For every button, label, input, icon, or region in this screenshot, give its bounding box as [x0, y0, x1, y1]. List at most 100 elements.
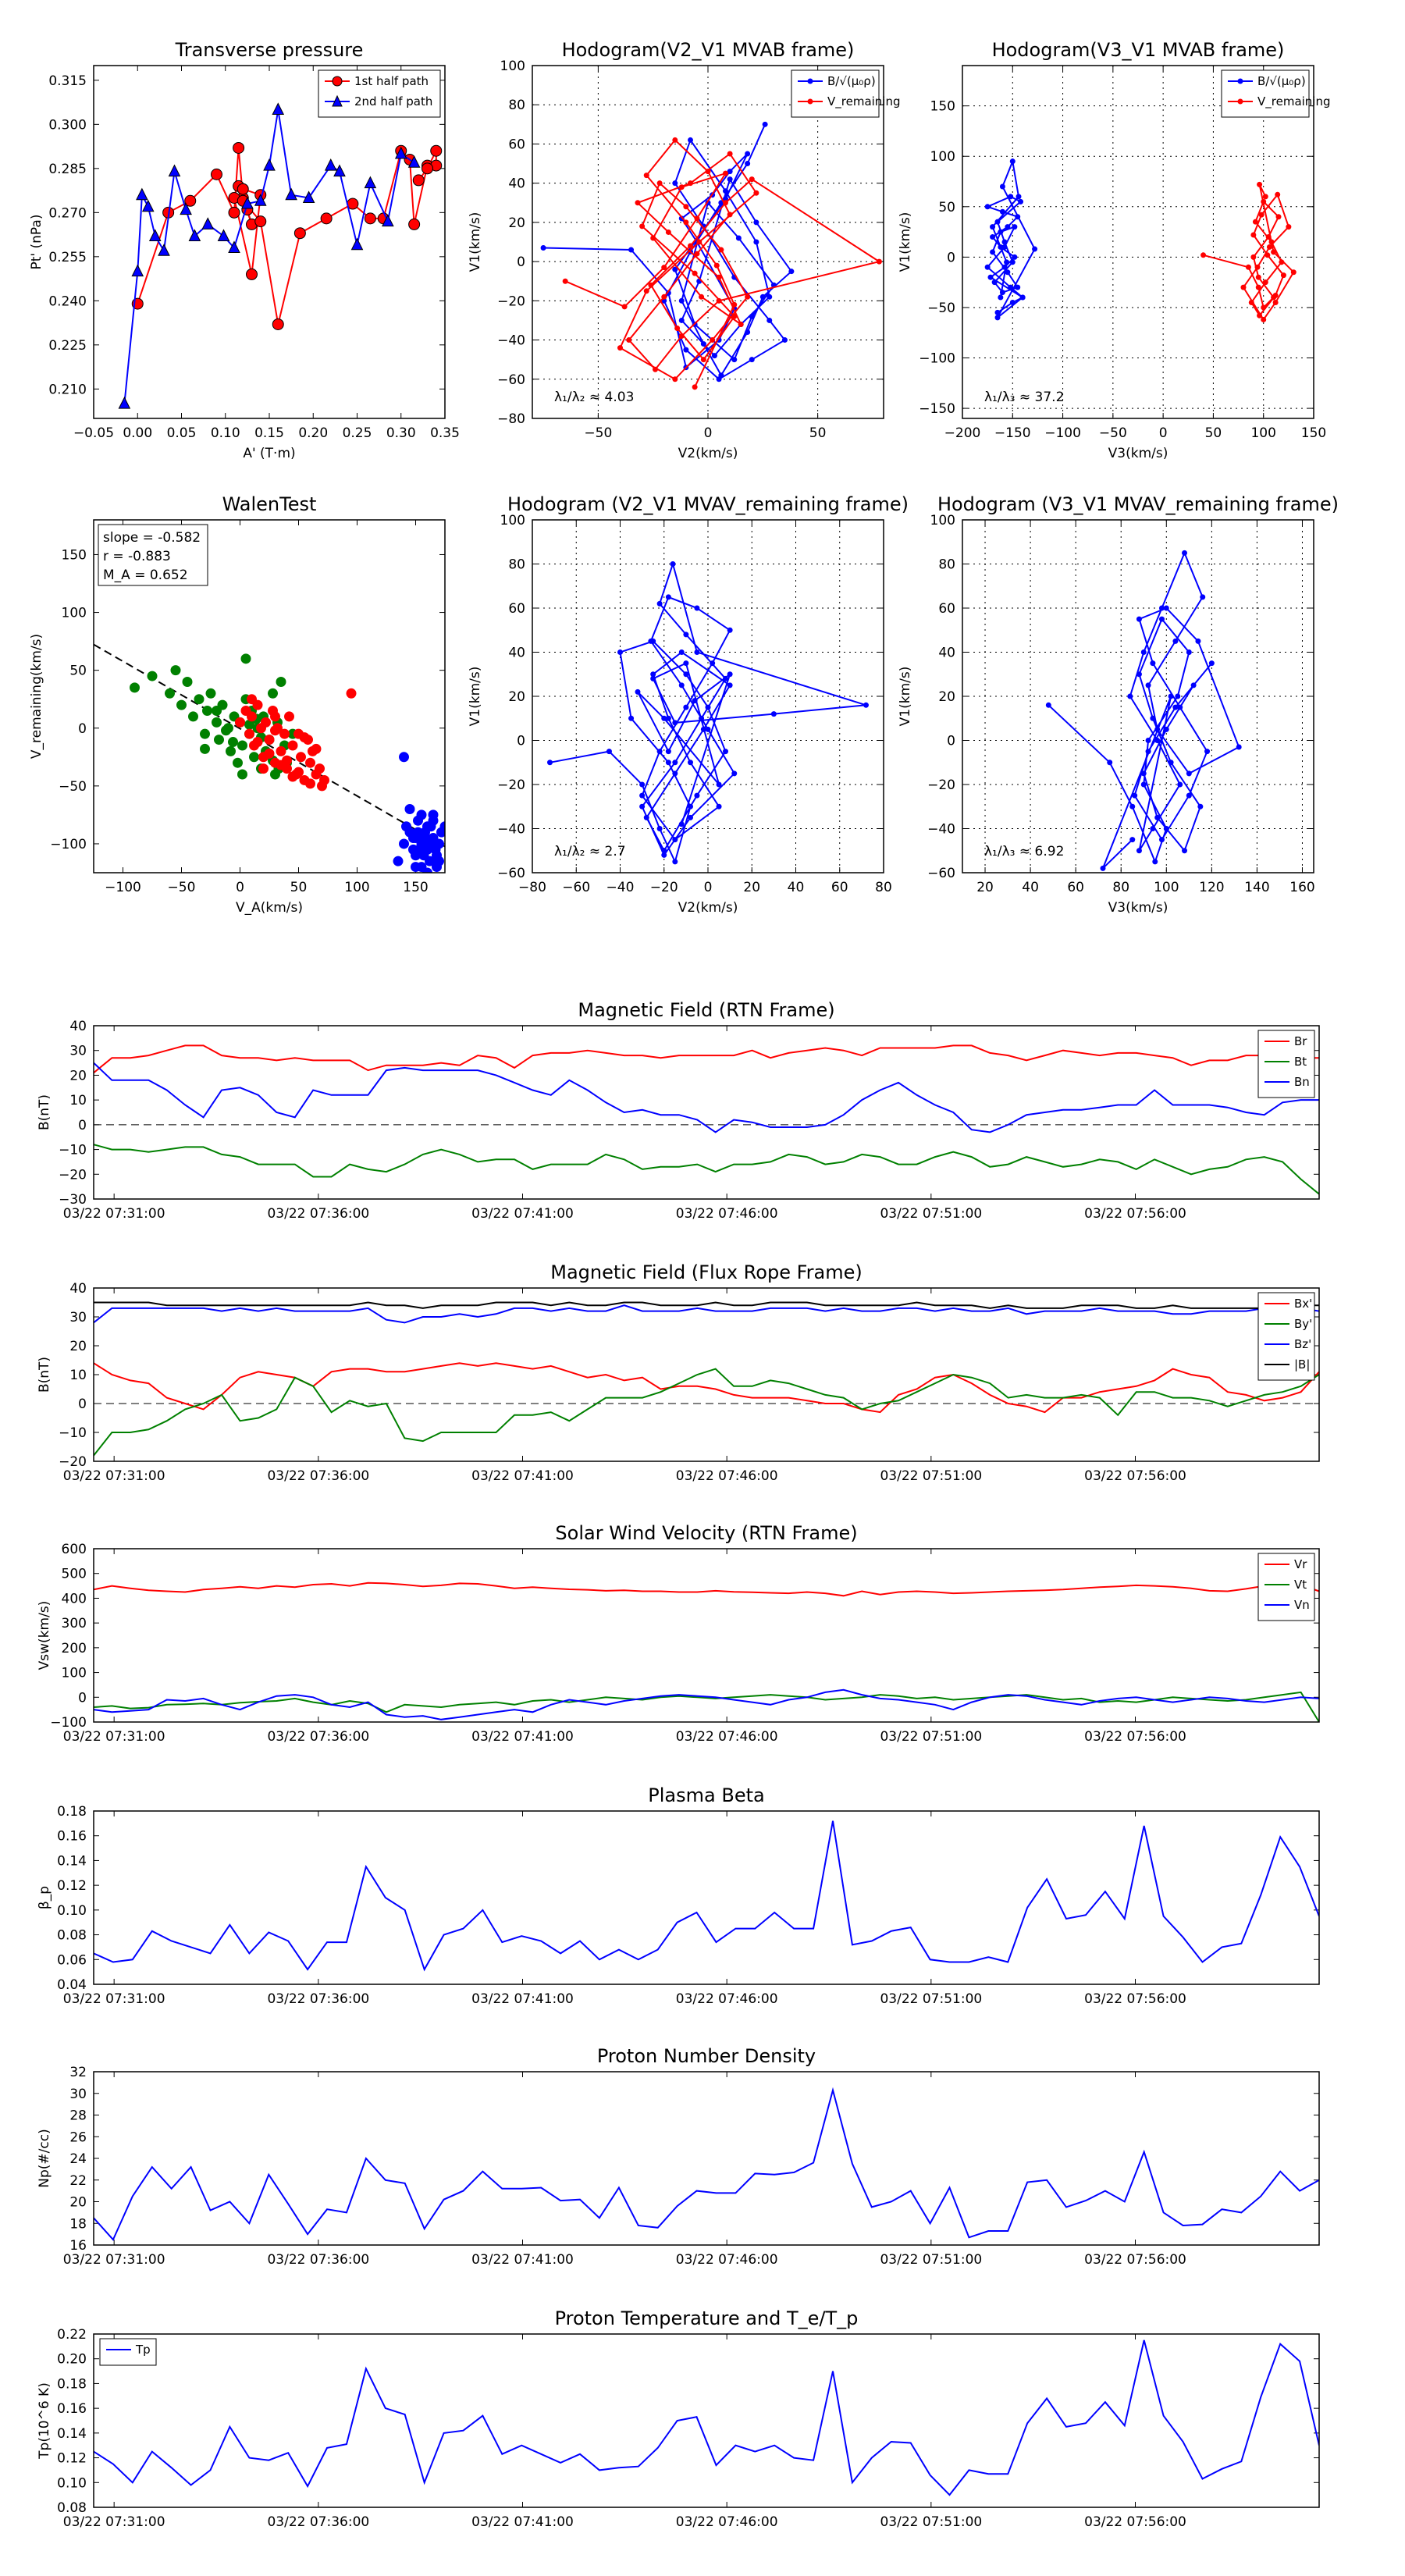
data-point	[643, 814, 649, 820]
data-point	[404, 803, 415, 814]
data-point	[285, 187, 297, 201]
data-point	[165, 688, 175, 699]
y-tick-label: 0.08	[57, 1928, 87, 1944]
series-line-2	[94, 1062, 1319, 1133]
data-point	[694, 649, 700, 655]
series-line-0	[137, 148, 437, 325]
y-tick-label: 10	[69, 1093, 87, 1108]
x-tick-label: 03/22 07:41:00	[471, 1729, 574, 1745]
y-tick-label: 0	[517, 254, 525, 270]
series-line-1	[564, 138, 881, 388]
data-point	[211, 168, 222, 180]
stats-line: M_A = 0.652	[103, 568, 188, 583]
y-tick-label: 0.10	[57, 1903, 87, 1919]
data-point	[683, 704, 689, 710]
x-tick-label: 120	[1199, 880, 1224, 895]
data-point	[393, 856, 404, 866]
data-point	[1015, 284, 1021, 290]
y-tick-label: 26	[69, 2129, 87, 2145]
x-tick-label: 03/22 07:41:00	[471, 1991, 574, 2007]
x-axis-label: V_A(km/s)	[236, 900, 303, 916]
data-point	[987, 274, 994, 280]
y-axis-label: Np(#/cc)	[37, 2129, 52, 2187]
stats-box: slope = -0.582 r = -0.883 M_A = 0.652	[98, 524, 208, 586]
x-tick-label: 03/22 07:46:00	[676, 1468, 778, 1484]
y-tick-label: 0.08	[57, 2500, 87, 2516]
data-point	[727, 151, 733, 157]
x-tick-label: 03/22 07:46:00	[676, 1206, 778, 1222]
data-point	[672, 376, 678, 382]
data-point	[716, 803, 722, 809]
legend-frame	[1257, 1292, 1315, 1381]
data-point	[170, 665, 181, 676]
data-point	[692, 270, 698, 276]
data-point	[678, 333, 685, 340]
y-tick-label: −10	[59, 1425, 87, 1441]
data-point	[1150, 660, 1156, 667]
data-point	[1265, 234, 1272, 240]
data-point	[276, 676, 286, 687]
data-point	[212, 706, 222, 717]
data-point	[678, 317, 685, 323]
data-point	[1177, 704, 1183, 710]
data-point	[716, 297, 722, 304]
y-tick-label: 600	[62, 1542, 87, 1557]
data-point	[1254, 264, 1261, 270]
data-point	[672, 180, 678, 187]
data-point	[723, 675, 728, 681]
data-point	[180, 202, 192, 215]
x-tick-label: 50	[290, 880, 308, 895]
x-tick-label: 03/22 07:31:00	[63, 1468, 165, 1484]
data-point	[639, 223, 646, 229]
data-point	[710, 660, 716, 667]
x-axis-label: V2(km/s)	[678, 446, 738, 461]
y-tick-label: −20	[927, 777, 955, 793]
data-point	[233, 757, 243, 768]
y-axis-label: Tp(10^6 K)	[37, 2382, 52, 2460]
x-tick-label: 100	[1250, 425, 1275, 441]
chart-title: Solar Wind Velocity (RTN Frame)	[555, 1522, 857, 1544]
data-point	[762, 121, 768, 127]
data-point	[683, 219, 689, 226]
data-point	[1252, 219, 1258, 225]
x-tick-label: −50	[1099, 425, 1127, 441]
legend-label: Bx'	[1294, 1297, 1312, 1311]
data-point	[1261, 304, 1267, 311]
plot-area	[540, 121, 882, 390]
data-point	[639, 781, 646, 788]
data-point	[188, 711, 198, 722]
data-point	[182, 676, 193, 687]
data-point	[656, 826, 663, 831]
data-point	[311, 743, 322, 754]
axes-frame	[93, 1548, 1320, 1723]
data-point	[1197, 803, 1204, 809]
data-point	[678, 649, 685, 655]
data-point	[1163, 605, 1169, 611]
y-tick-label: 0.04	[57, 1977, 87, 1993]
x-tick-label: 03/22 07:36:00	[267, 1468, 369, 1484]
data-point	[661, 848, 667, 854]
data-point	[217, 229, 230, 241]
data-point	[233, 141, 245, 154]
data-point	[296, 752, 306, 763]
x-tick-label: −100	[105, 880, 141, 895]
data-point	[1236, 744, 1242, 750]
data-point	[399, 838, 409, 849]
data-point	[650, 675, 656, 681]
x-tick-label: 03/22 07:31:00	[63, 1729, 165, 1745]
data-point	[635, 688, 641, 695]
data-point	[727, 212, 733, 218]
data-point	[1255, 274, 1261, 280]
data-point	[299, 732, 310, 743]
data-point	[412, 174, 425, 187]
y-tick-label: 40	[508, 176, 525, 192]
legend-label: |B|	[1294, 1357, 1310, 1372]
data-point	[753, 190, 759, 196]
data-point	[999, 208, 1005, 215]
data-point	[1262, 279, 1268, 286]
x-tick-label: −50	[584, 425, 612, 441]
data-point	[263, 158, 276, 171]
data-point	[168, 164, 181, 177]
y-tick-label: −20	[497, 294, 525, 309]
y-tick-label: 40	[508, 646, 525, 661]
